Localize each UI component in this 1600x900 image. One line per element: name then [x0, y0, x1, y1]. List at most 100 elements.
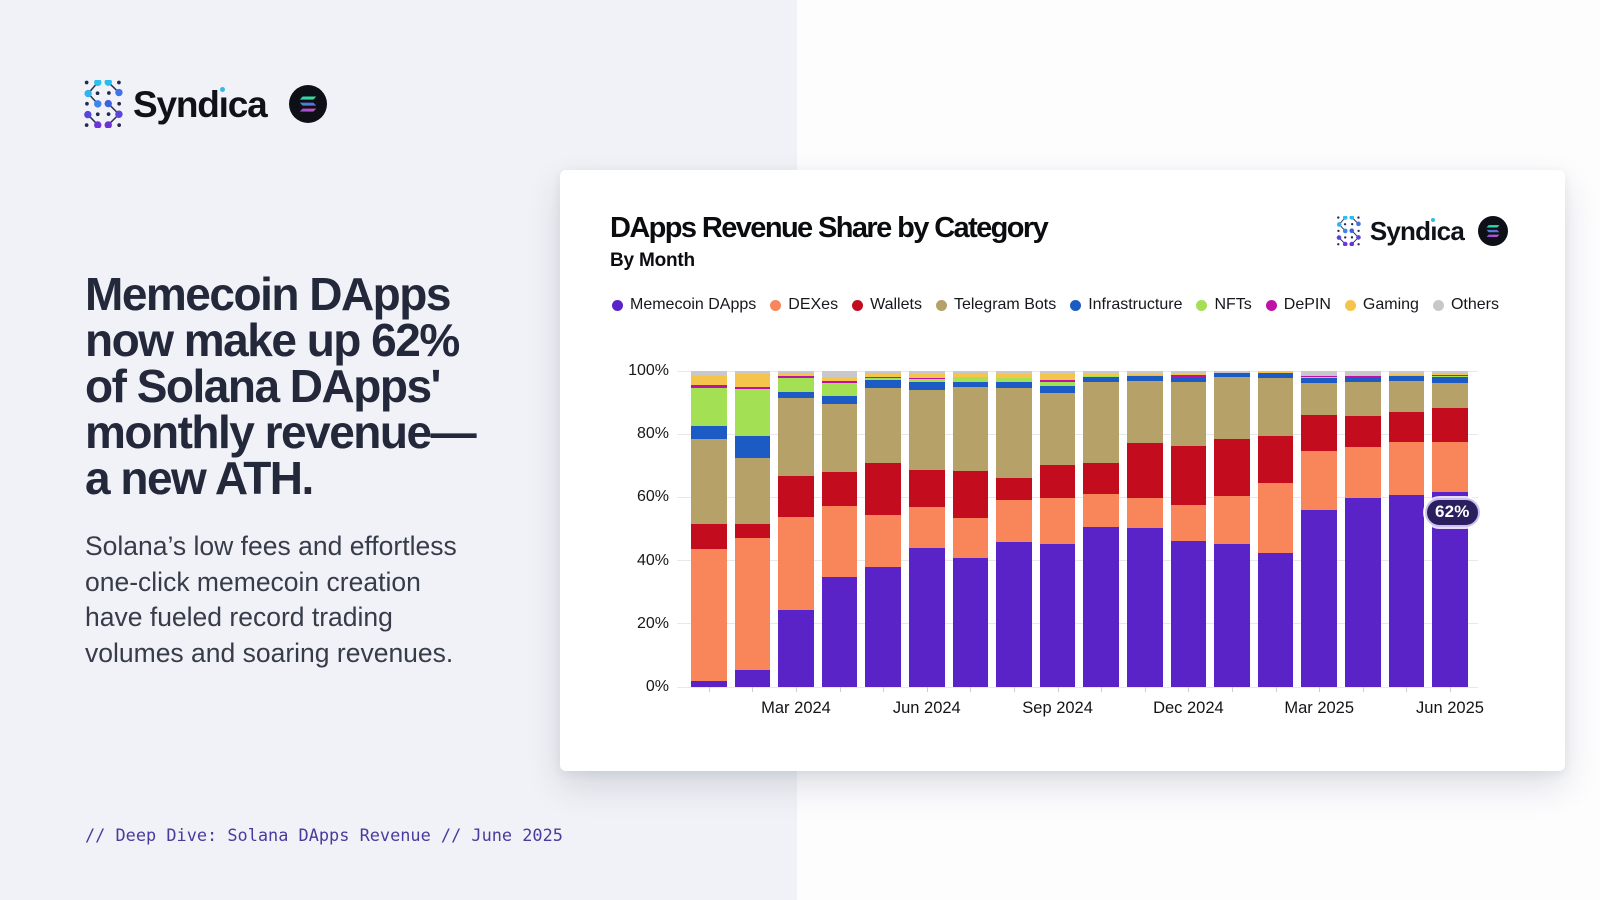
bar-segment-telegram-bots: [1083, 381, 1119, 463]
wordmark-letter-i: ı: [1430, 216, 1438, 246]
bar-segment-wallets: [1345, 415, 1381, 448]
x-axis-tick: [1144, 687, 1146, 692]
bar-segment-others: [821, 371, 858, 379]
bar-segment-dexes: [1345, 446, 1381, 498]
syndica-wordmark: Syndı ca: [1369, 216, 1465, 246]
x-axis-label: Mar 2024: [761, 699, 831, 717]
bar-jun-2024: [909, 371, 945, 687]
bar-oct-2024: [1083, 371, 1119, 687]
bar-segment-wallets: [1257, 435, 1294, 484]
bar-segment-depin: [1432, 374, 1468, 377]
y-axis-label: 40%: [636, 551, 669, 569]
bar-segment-depin: [909, 377, 945, 380]
wordmark-i-dot: [1431, 218, 1436, 222]
bar-segment-infrastructure: [1214, 372, 1250, 378]
bar-segment-others: [1388, 371, 1425, 374]
bar-segment-depin: [1301, 375, 1337, 377]
syndica-dotted-s-icon: [84, 80, 123, 128]
bar-segment-wallets: [821, 471, 858, 507]
x-axis-tick: [883, 687, 885, 692]
bar-jan-2025: [1214, 371, 1250, 687]
bar-segment-wallets: [734, 523, 771, 539]
bar-segment-dexes: [1214, 495, 1250, 545]
bar-segment-dexes: [1170, 504, 1207, 541]
bar-segment-telegram-bots: [865, 387, 901, 463]
bar-segment-gaming: [734, 373, 771, 387]
bar-segment-infrastructure: [1170, 376, 1207, 382]
bar-segment-gaming: [1257, 371, 1294, 374]
bar-segment-infrastructure: [778, 391, 814, 398]
bar-segment-dexes: [1083, 493, 1119, 527]
bar-segment-infrastructure: [1345, 376, 1381, 383]
bar-segment-telegram-bots: [778, 397, 814, 477]
legend-label: Memecoin DApps: [630, 296, 757, 313]
bar-segment-telegram-bots: [909, 389, 945, 471]
bar-segment-others: [1127, 371, 1163, 375]
bar-segment-infrastructure: [1432, 376, 1468, 383]
bar-segment-depin: [865, 376, 901, 378]
bar-segment-dexes: [1432, 441, 1468, 492]
bar-segment-telegram-bots: [1257, 377, 1294, 436]
x-axis-label: Jun 2024: [892, 699, 961, 717]
syndica-brand-logo: Syndı ca: [83, 80, 327, 128]
bar-segment-depin: [691, 384, 727, 388]
bar-segment-others: [1345, 371, 1381, 375]
legend-dot-icon: [770, 299, 782, 311]
bar-segment-gaming: [909, 373, 945, 379]
bar-segment-wallets: [996, 477, 1032, 501]
bar-segment-nfts: [778, 377, 814, 392]
legend-label: Infrastructure: [1088, 296, 1183, 313]
bar-segment-gaming: [996, 373, 1032, 378]
x-axis-tick: [796, 687, 797, 692]
legend-item-dexes: DEXes: [770, 296, 838, 314]
bar-sep-2024: [1039, 371, 1076, 687]
bar-segment-telegram-bots: [734, 457, 771, 525]
bar-segment-nfts: [734, 388, 771, 436]
x-axis-label: Mar 2025: [1284, 699, 1355, 717]
gridline-0%: [677, 686, 1478, 688]
legend-label: Others: [1450, 296, 1499, 313]
bar-segment-infrastructure: [996, 381, 1032, 388]
y-axis-label: 20%: [636, 614, 669, 632]
bar-segment-gaming: [821, 377, 858, 382]
bar-segment-memecoin-dapps: [1083, 526, 1119, 687]
bar-segment-others: [1432, 371, 1468, 374]
bar-segment-wallets: [1083, 462, 1119, 495]
x-axis-tick: [1014, 687, 1015, 692]
bar-segment-nfts: [1039, 381, 1076, 387]
bar-segment-infrastructure: [952, 381, 989, 388]
bar-segment-memecoin-dapps: [1127, 527, 1163, 687]
bar-segment-others: [1214, 371, 1250, 374]
legend-item-memecoin-dapps: Memecoin DApps: [612, 296, 756, 314]
bar-segment-dexes: [1301, 450, 1337, 510]
bar-feb-2025: [1257, 371, 1294, 687]
bar-segment-memecoin-dapps: [1345, 497, 1381, 687]
legend-dot-icon: [1196, 299, 1208, 311]
bar-segment-nfts: [1388, 374, 1425, 376]
bar-segment-telegram-bots: [1039, 392, 1076, 466]
footer-note: // Deep Dive: Solana DApps Revenue // Ju…: [85, 825, 563, 845]
legend-item-nfts: NFTs: [1196, 296, 1252, 314]
bar-segment-infrastructure: [821, 395, 858, 404]
bar-segment-depin: [734, 386, 771, 389]
bar-segment-nfts: [1127, 374, 1163, 376]
bar-segment-wallets: [909, 469, 945, 508]
legend-label: DePIN: [1283, 296, 1331, 313]
legend-label: Wallets: [870, 296, 922, 313]
bar-jul-2024: [952, 371, 989, 687]
bar-segment-memecoin-dapps: [691, 680, 727, 687]
syndica-dotted-s-icon: [1336, 216, 1361, 246]
gridline-100%: [677, 370, 1478, 372]
bar-segment-depin: [821, 380, 858, 383]
gridline-80%: [677, 433, 1478, 435]
gridline-20%: [677, 623, 1478, 625]
bar-segment-nfts: [865, 377, 901, 381]
bar-segment-others: [952, 371, 989, 374]
bar-segment-others: [909, 371, 945, 374]
bar-may-2024: [865, 371, 901, 687]
bar-segment-others: [691, 371, 727, 376]
bar-segment-telegram-bots: [1432, 382, 1468, 409]
legend-dot-icon: [612, 299, 623, 311]
solana-badge-icon: [1478, 216, 1508, 246]
bar-segment-nfts: [1301, 376, 1337, 378]
